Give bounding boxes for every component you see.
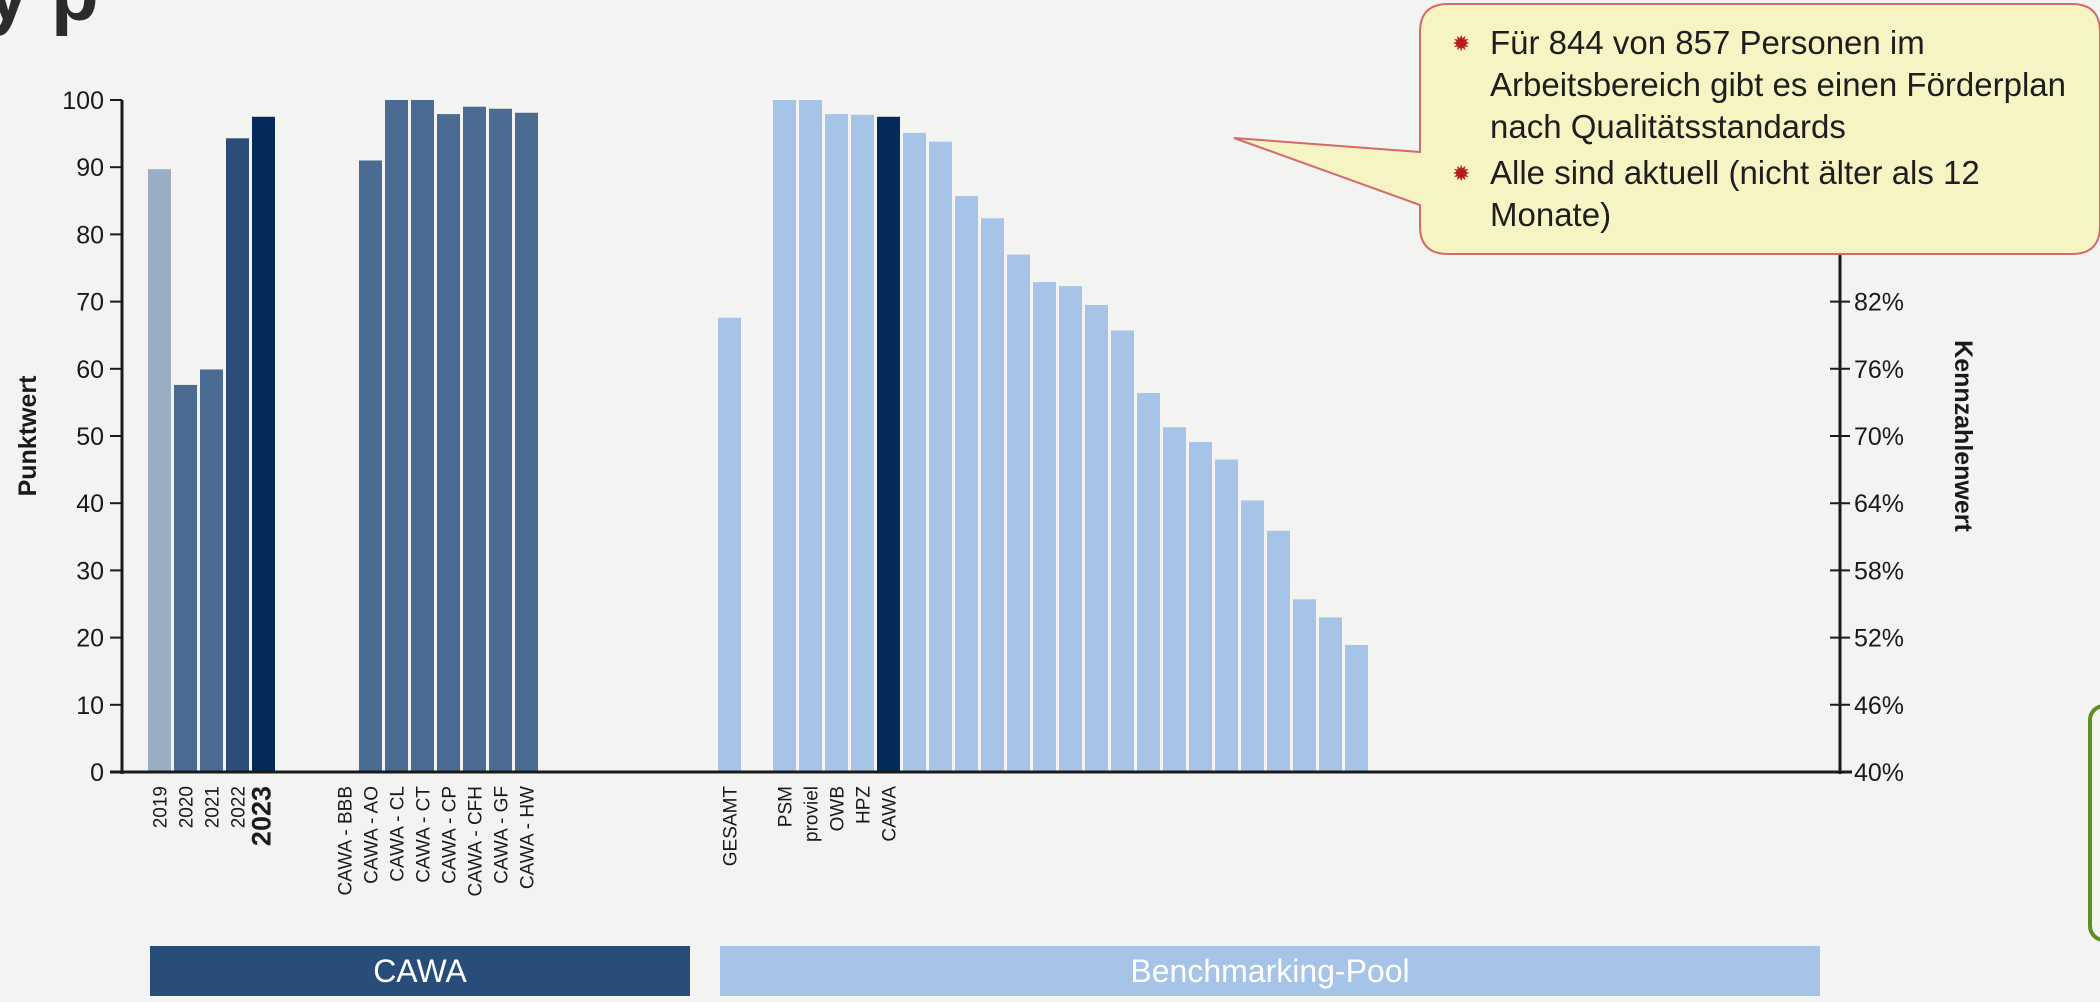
x-tick-label: 2023 — [247, 786, 277, 846]
bar — [174, 384, 197, 772]
bar — [359, 160, 382, 773]
bars-layer — [148, 100, 1368, 773]
y2-tick-label: 46% — [1854, 692, 1904, 720]
x-tick-label: CAWA - GF — [492, 786, 513, 884]
x-tick-label: CAWA — [880, 786, 901, 842]
y-tick-label: 0 — [90, 759, 104, 787]
callout-bullet-text: Alle sind aktuell (nicht älter als 12 Mo… — [1490, 154, 1980, 233]
x-tick-label: OWB — [828, 786, 849, 831]
bar — [718, 317, 741, 772]
y-tick-label: 90 — [76, 154, 104, 182]
side-panel-edge — [2088, 704, 2100, 942]
y2-tick-label: 52% — [1854, 625, 1904, 653]
bar — [799, 100, 822, 772]
y-tick-label: 30 — [76, 557, 104, 585]
x-tick-label: CAWA - CL — [388, 786, 409, 882]
bar — [489, 108, 512, 772]
bar — [1215, 459, 1238, 772]
x-tick-label: HPZ — [854, 786, 875, 824]
y-tick-label: 50 — [76, 423, 104, 451]
y2-tick-label: 58% — [1854, 557, 1904, 585]
y-tick-label: 10 — [76, 692, 104, 720]
y-tick-label: 80 — [76, 221, 104, 249]
group-band-cawa: CAWA — [150, 946, 690, 996]
y-tick-label: 100 — [62, 87, 104, 115]
gear-star-icon: ✹ — [1452, 161, 1471, 186]
y-tick-label: 20 — [76, 625, 104, 653]
y-tick-label: 60 — [76, 356, 104, 384]
x-tick-label: 2019 — [151, 786, 172, 828]
x-tick-label: CAWA - CT — [414, 786, 435, 883]
y-axis-title: Punktwert — [14, 375, 42, 497]
bar — [929, 141, 952, 772]
bar — [411, 100, 434, 772]
x-tick-label: CAWA - CFH — [466, 786, 487, 896]
x-tick-label: CAWA - HW — [518, 786, 539, 889]
y2-tick-label: 64% — [1854, 490, 1904, 518]
y2-tick-label: 76% — [1854, 356, 1904, 384]
bar — [148, 169, 171, 772]
gear-star-icon: ✹ — [1452, 31, 1471, 56]
bar — [903, 132, 926, 773]
callout-bullet-text: Für 844 von 857 Personen im Arbeitsberei… — [1490, 24, 2067, 145]
bar — [1267, 530, 1290, 772]
bar — [437, 114, 460, 772]
x-tick-label: CAWA - AO — [362, 786, 383, 884]
bar — [252, 116, 275, 773]
slide-title-fragment: y p — [0, 0, 99, 39]
bar — [1059, 286, 1082, 772]
group-band-benchmark: Benchmarking-Pool — [720, 946, 1820, 996]
bar — [200, 369, 223, 772]
x-tick-label: proviel — [802, 786, 823, 842]
bar — [981, 218, 1004, 773]
x-tick-label: 2021 — [203, 786, 224, 828]
bar — [1111, 330, 1134, 772]
bar — [385, 100, 408, 772]
bar — [1137, 392, 1160, 772]
bar — [1293, 599, 1316, 772]
y2-tick-label: 40% — [1854, 759, 1904, 787]
bar — [773, 100, 796, 772]
bar — [226, 138, 249, 772]
callout-bullet: ✹ Für 844 von 857 Personen im Arbeitsber… — [1452, 22, 2072, 148]
y2-tick-label: 82% — [1854, 289, 1904, 317]
x-tick-label: CAWA - BBB — [336, 786, 357, 895]
bar — [1241, 500, 1264, 772]
x-tick-label: 2020 — [177, 786, 198, 828]
x-tick-label: 2022 — [229, 786, 250, 828]
bar — [1345, 644, 1368, 772]
x-tick-label: CAWA - CP — [440, 786, 461, 884]
bar — [1189, 442, 1212, 772]
bar — [463, 106, 486, 773]
bar — [515, 112, 538, 772]
y2-axis-title: Kennzahlenwert — [1949, 340, 1977, 532]
bar — [955, 196, 978, 772]
y2-tick-label: 70% — [1854, 423, 1904, 451]
bar — [1085, 304, 1108, 772]
bar — [1033, 282, 1056, 772]
bar — [825, 114, 848, 772]
bar — [851, 114, 874, 772]
callout-text: ✹ Für 844 von 857 Personen im Arbeitsber… — [1452, 22, 2072, 240]
callout-bullet: ✹ Alle sind aktuell (nicht älter als 12 … — [1452, 152, 2072, 236]
bar — [877, 116, 900, 773]
y-tick-label: 40 — [76, 490, 104, 518]
x-tick-label: PSM — [776, 786, 797, 827]
y-tick-label: 70 — [76, 289, 104, 317]
bar — [1319, 617, 1342, 772]
bar — [1007, 254, 1030, 772]
x-tick-label: GESAMT — [721, 786, 742, 867]
bar — [1163, 427, 1186, 772]
